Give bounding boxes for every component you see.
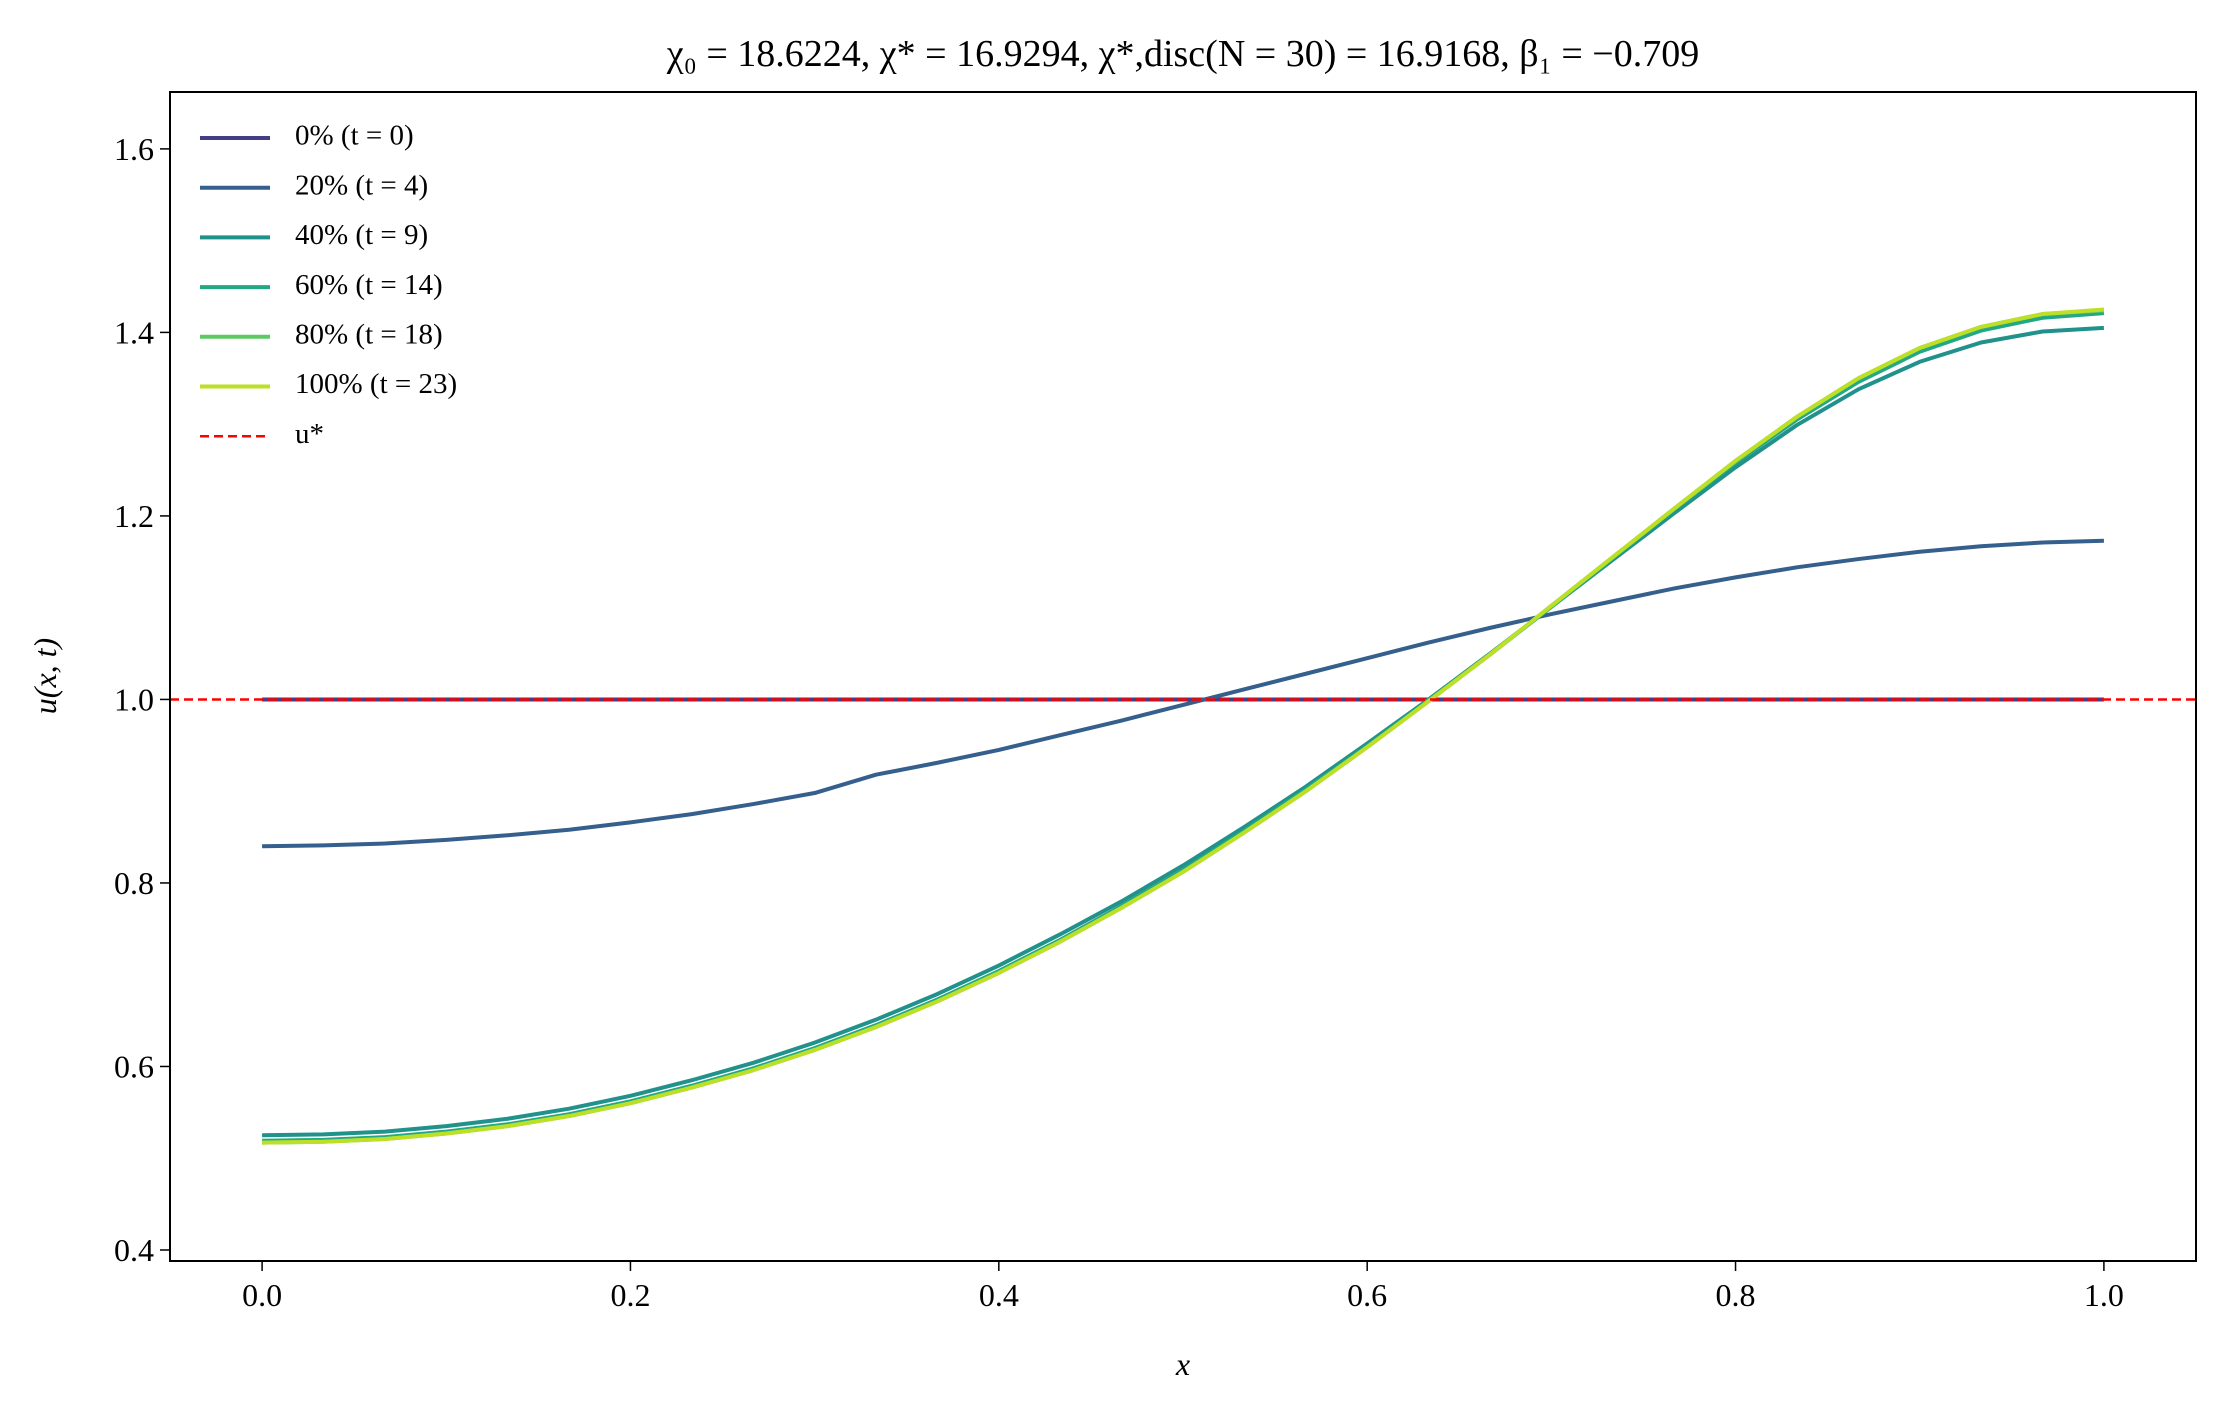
x-axis-label: x — [1175, 1346, 1190, 1382]
legend-label: u* — [295, 418, 324, 450]
x-tick-label: 0.8 — [1716, 1277, 1756, 1313]
x-tick-label: 0.4 — [979, 1277, 1019, 1313]
legend-label: 40% (t = 9) — [295, 219, 428, 251]
y-tick-label: 1.6 — [114, 131, 154, 167]
x-tick-label: 0.2 — [610, 1277, 650, 1313]
plot-frame — [169, 91, 2197, 1262]
series-line — [262, 308, 2105, 1145]
legend-label: 20% (t = 4) — [295, 169, 428, 201]
y-tick-label: 1.0 — [114, 681, 154, 717]
series-line — [262, 307, 2105, 1145]
chart-title: χ₀ = 18.6224, χ* = 16.9294, χ*,disc(N = … — [666, 33, 1699, 75]
x-tick-label: 1.0 — [2084, 1277, 2124, 1313]
x-tick-label: 0.0 — [242, 1277, 282, 1313]
series-line — [262, 325, 2105, 1138]
y-tick-label: 1.2 — [114, 498, 154, 534]
legend-label: 80% (t = 18) — [295, 318, 443, 350]
y-tick-label: 0.4 — [114, 1232, 154, 1268]
legend-label: 0% (t = 0) — [295, 120, 414, 152]
legend-label: 100% (t = 23) — [295, 368, 457, 400]
x-tick-label: 0.6 — [1347, 1277, 1387, 1313]
y-axis-label: u(x, t) — [27, 638, 63, 714]
series-line — [262, 311, 2105, 1143]
y-tick-label: 1.4 — [114, 314, 154, 350]
series-line — [262, 538, 2104, 849]
y-tick-label: 0.8 — [114, 865, 154, 901]
legend-label: 60% (t = 14) — [295, 269, 443, 301]
y-tick-label: 0.6 — [114, 1048, 154, 1084]
